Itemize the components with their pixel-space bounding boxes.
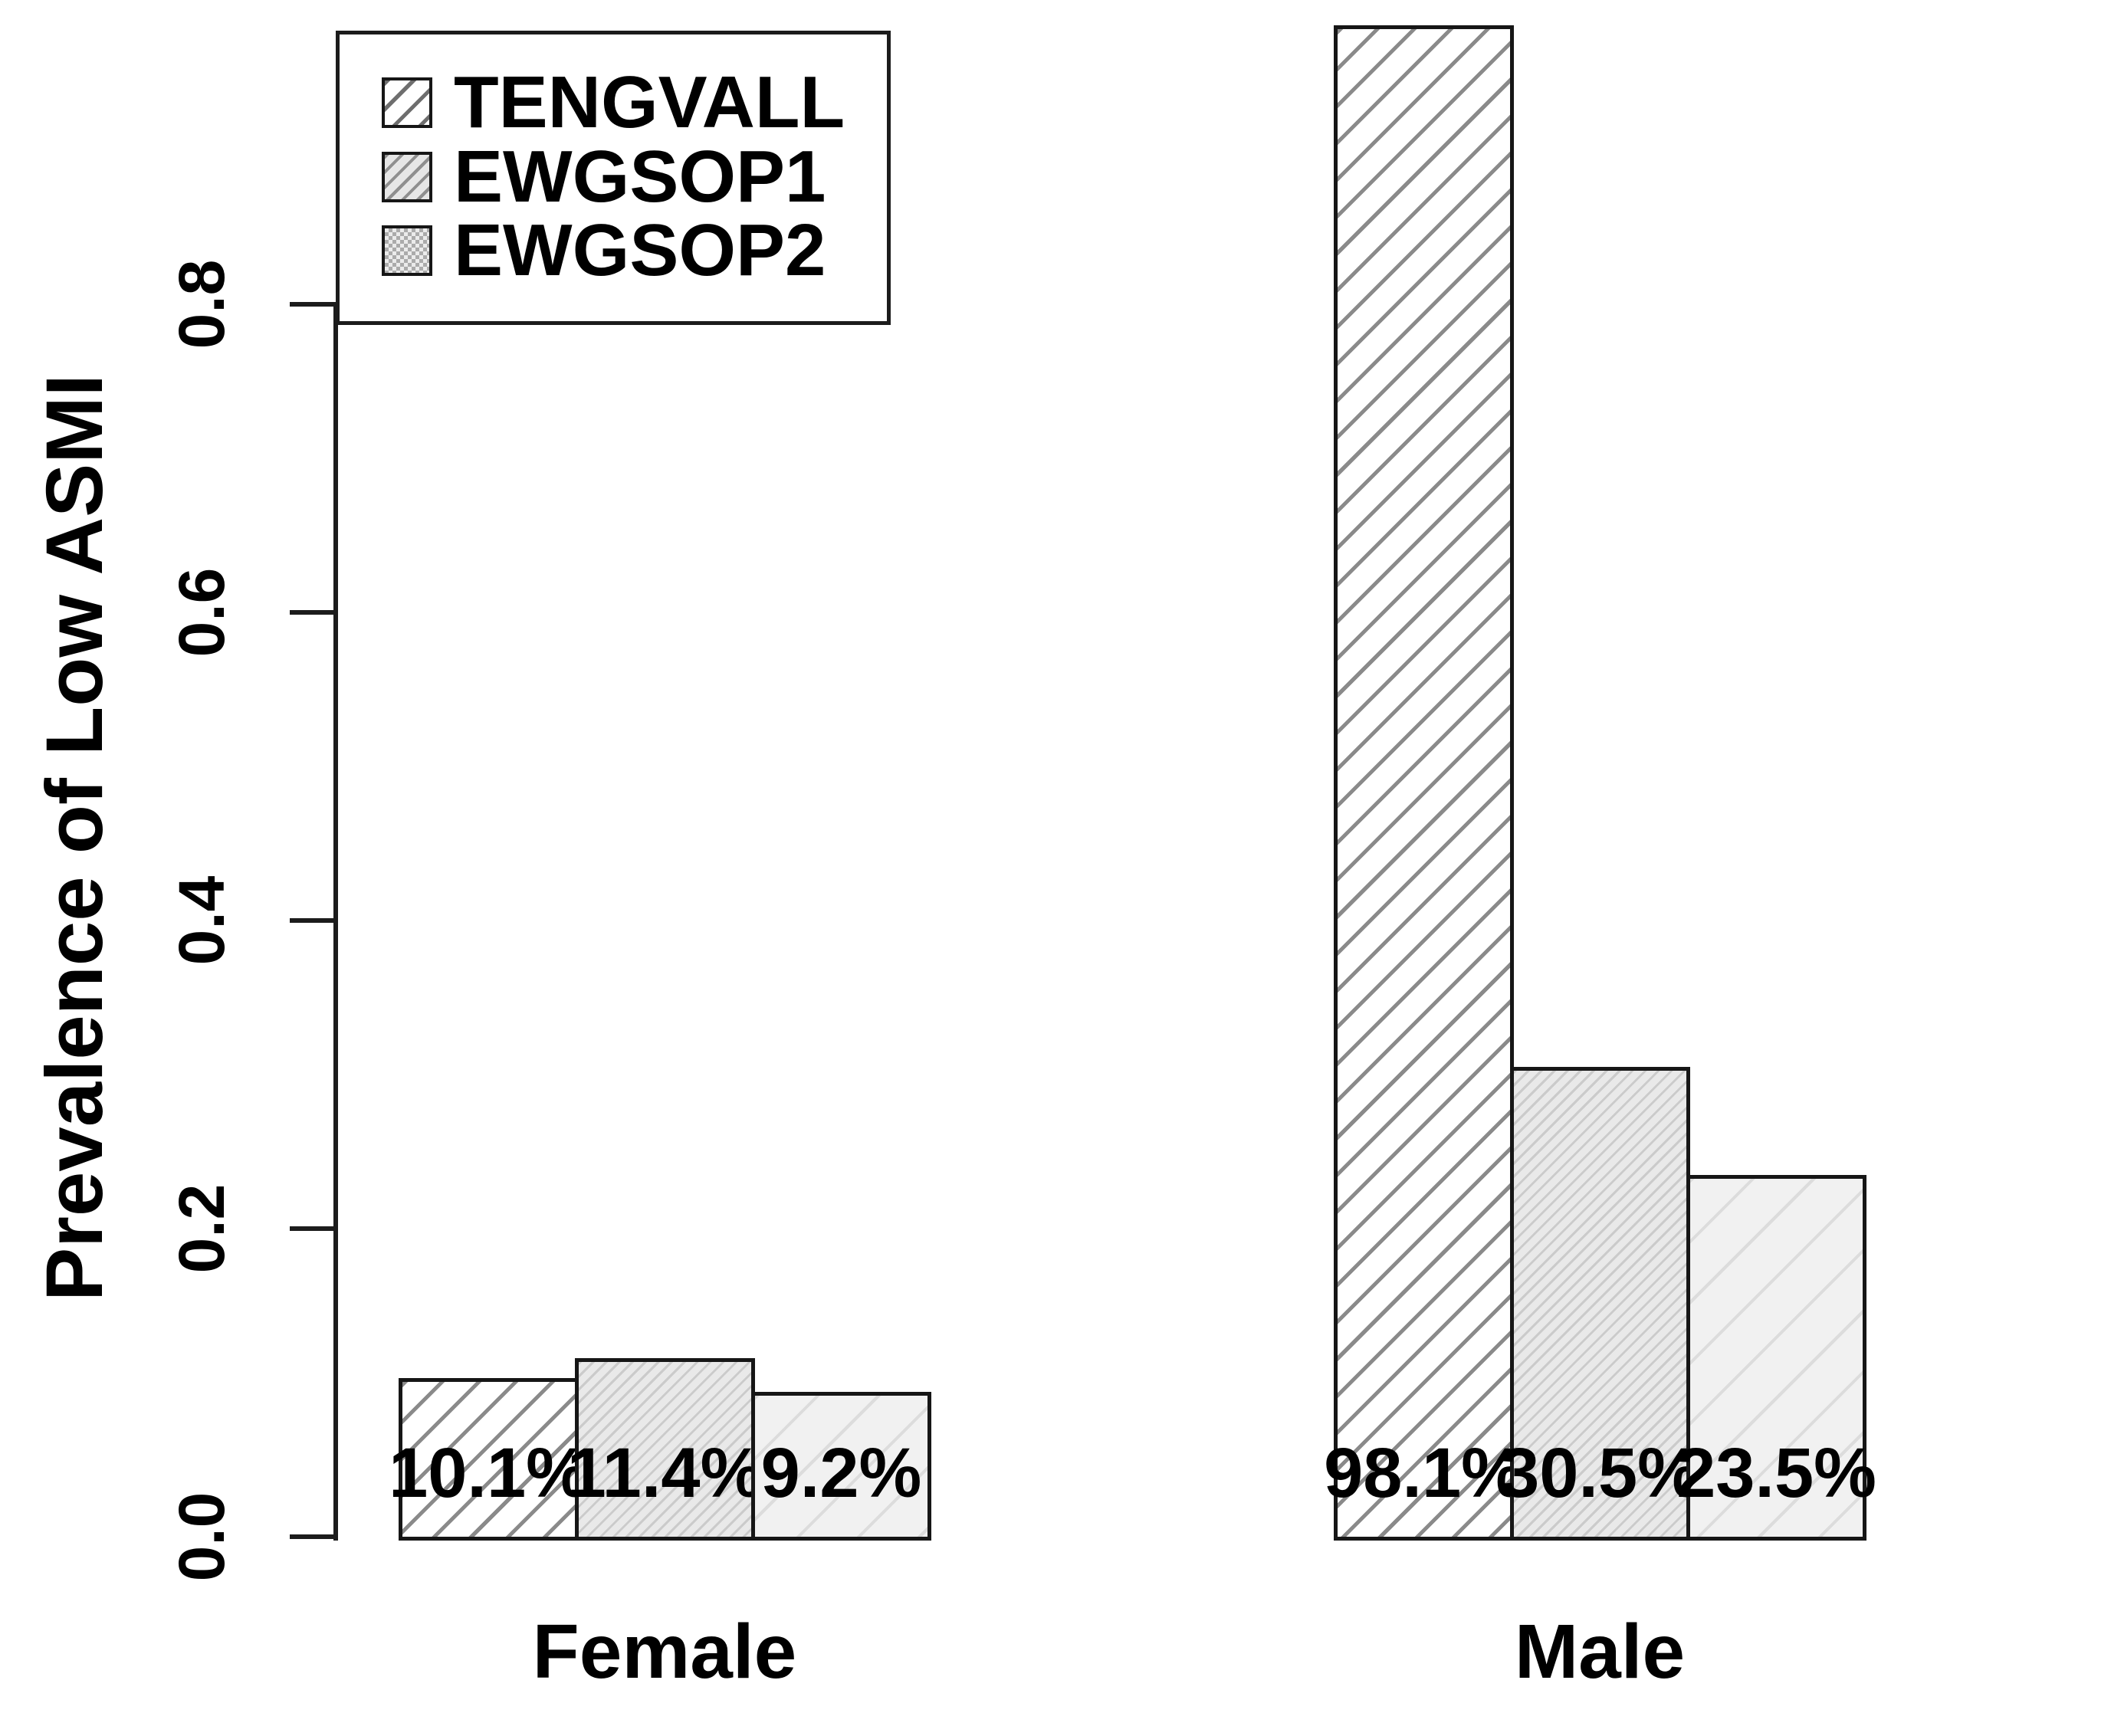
legend-item-label: EWGSOP2 xyxy=(454,209,826,291)
ewgsop2-stipple-swatch-icon xyxy=(382,225,432,276)
bar-female-ewgsop1: 11.4% xyxy=(567,1358,763,1541)
x-group-label-female: Female xyxy=(532,1609,797,1695)
bar-value-label: 30.5% xyxy=(1500,1434,1700,1512)
bar-value-label: 23.5% xyxy=(1676,1434,1876,1512)
bar-value-label: 10.1% xyxy=(389,1434,589,1512)
y-tick-label-0.2: 0.2 xyxy=(166,1183,238,1274)
legend-item-label: EWGSOP1 xyxy=(454,136,826,218)
bar-female-ewgsop2: 9.2% xyxy=(751,1392,931,1541)
bar-value-label: 9.2% xyxy=(760,1434,922,1512)
tengvall-hatch-swatch-icon xyxy=(382,77,432,128)
y-tick-0.6 xyxy=(290,610,337,615)
y-axis-title: Prevalence of Low ASMI xyxy=(30,374,120,1301)
y-tick-0.4 xyxy=(290,918,337,923)
bar-male-tengvall: 98.1% xyxy=(1324,25,1524,1541)
y-tick-label-0.4: 0.4 xyxy=(166,875,238,966)
ewgsop1-hatch-swatch-icon xyxy=(382,152,432,202)
y-tick-0.2 xyxy=(290,1226,337,1231)
legend-box: TENGVALL EWGSOP1 EWGSOP2 xyxy=(336,31,891,325)
legend-item-label: TENGVALL xyxy=(454,61,845,143)
y-tick-0.0 xyxy=(290,1534,337,1539)
bar-value-label: 98.1% xyxy=(1324,1434,1524,1512)
bar-female-tengvall: 10.1% xyxy=(389,1378,589,1541)
legend-item-ewgsop2: EWGSOP2 xyxy=(382,209,826,291)
bar-male-ewgsop1: 30.5% xyxy=(1500,1067,1700,1541)
y-tick-label-0.0: 0.0 xyxy=(166,1492,238,1582)
y-tick-0.8 xyxy=(290,302,337,307)
bar-male-ewgsop2: 23.5% xyxy=(1676,1175,1876,1541)
legend-item-tengvall: TENGVALL xyxy=(382,61,845,143)
bar-value-label: 11.4% xyxy=(566,1434,763,1512)
y-tick-label-0.6: 0.6 xyxy=(166,567,238,658)
y-tick-label-0.8: 0.8 xyxy=(166,259,238,349)
legend-item-ewgsop1: EWGSOP1 xyxy=(382,136,826,218)
x-group-label-male: Male xyxy=(1514,1609,1686,1695)
